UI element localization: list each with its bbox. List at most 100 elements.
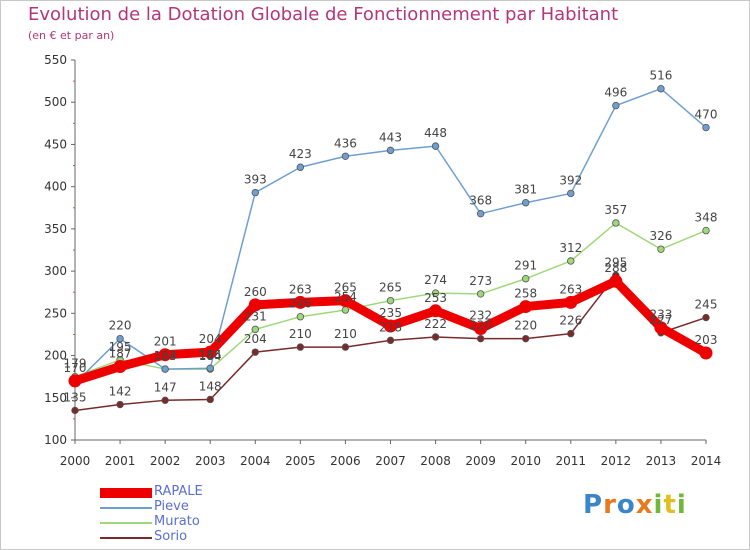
data-point-pieve — [341, 152, 350, 160]
value-label: 443 — [379, 130, 402, 144]
x-tick-label: 2010 — [510, 454, 541, 468]
x-tick-label: 2013 — [646, 454, 677, 468]
value-label: 210 — [289, 327, 312, 341]
data-point-pieve — [567, 189, 575, 198]
data-point-sorio — [71, 406, 79, 415]
data-point-rapale — [158, 348, 172, 362]
value-label: 448 — [424, 126, 447, 140]
value-label: 348 — [695, 211, 718, 225]
value-label: 260 — [244, 285, 267, 299]
value-label: 245 — [695, 298, 718, 312]
data-point-murato — [386, 296, 395, 305]
data-point-murato — [567, 257, 575, 265]
value-label: 254 — [334, 290, 357, 304]
data-point-pieve — [116, 334, 124, 343]
data-point-sorio — [522, 334, 530, 343]
data-point-murato — [612, 219, 620, 227]
data-point-rapale — [68, 374, 82, 388]
logo-letter: o — [616, 490, 636, 520]
logo-letter: x — [635, 490, 654, 520]
data-point-murato — [702, 226, 710, 235]
data-point-rapale — [609, 274, 623, 288]
logo-letter: t — [663, 490, 677, 520]
data-point-rapale — [203, 345, 217, 359]
value-label: 381 — [514, 183, 537, 197]
legend-swatch-pieve — [100, 507, 152, 509]
value-label: 142 — [109, 385, 132, 399]
data-point-sorio — [431, 333, 440, 341]
value-label: 423 — [289, 147, 312, 161]
y-tick-label: 350 — [44, 222, 67, 236]
x-tick-label: 2004 — [240, 454, 271, 468]
x-tick-label: 2008 — [420, 454, 451, 468]
data-point-rapale — [338, 294, 352, 308]
data-point-sorio — [341, 343, 350, 351]
value-label: 265 — [379, 281, 402, 295]
data-point-rapale — [384, 319, 397, 333]
value-label: 218 — [379, 320, 402, 334]
x-tick-label: 2014 — [691, 454, 722, 468]
legend-label-sorio: Sorio — [154, 529, 188, 544]
value-label: 357 — [604, 203, 627, 217]
data-point-pieve — [522, 199, 530, 207]
x-tick-label: 2006 — [330, 454, 361, 468]
value-label: 246 — [289, 297, 312, 311]
data-point-murato — [522, 275, 530, 283]
value-label: 288 — [604, 261, 627, 275]
value-label: 179 — [64, 357, 87, 371]
value-label: 201 — [154, 335, 177, 349]
x-tick-label: 2001 — [105, 454, 136, 468]
value-label: 135 — [64, 390, 87, 404]
data-point-sorio — [476, 334, 485, 343]
value-label: 291 — [514, 259, 537, 273]
data-point-sorio — [296, 343, 305, 351]
value-label: 170 — [64, 361, 87, 375]
value-label: 392 — [559, 173, 582, 187]
value-label: 393 — [244, 173, 267, 187]
data-point-murato — [251, 325, 259, 334]
value-label: 436 — [334, 136, 357, 150]
y-tick-label: 450 — [44, 137, 67, 151]
logo-letter: r — [603, 490, 617, 520]
value-label: 185 — [199, 348, 222, 362]
logo-letter: P — [583, 490, 604, 520]
value-label: 496 — [604, 86, 627, 100]
value-label: 184 — [199, 349, 222, 363]
value-label: 220 — [109, 319, 132, 333]
y-tick-label: 300 — [44, 264, 67, 278]
data-point-murato — [296, 313, 305, 321]
y-tick-label: 550 — [44, 53, 67, 67]
legend-label-pieve: Pieve — [154, 499, 189, 514]
value-label: 368 — [469, 194, 492, 208]
data-point-murato — [341, 306, 350, 314]
x-tick-label: 2009 — [465, 454, 496, 468]
value-label: 204 — [244, 332, 267, 346]
value-label: 233 — [649, 308, 672, 322]
legend-swatch-murato — [100, 522, 152, 524]
x-tick-label: 2007 — [375, 454, 406, 468]
value-label: 231 — [244, 309, 267, 323]
value-label: 232 — [469, 309, 492, 323]
legend-swatch-sorio — [100, 537, 152, 539]
x-tick-label: 2005 — [285, 454, 316, 468]
value-label: 220 — [469, 319, 492, 333]
data-point-sorio — [161, 396, 169, 405]
data-point-pieve — [702, 123, 710, 132]
chart-title: Evolution de la Dotation Globale de Fonc… — [28, 4, 619, 25]
legend-label-rapale: RAPALE — [154, 484, 203, 499]
x-tick-label: 2002 — [150, 454, 181, 468]
data-point-rapale — [248, 298, 262, 312]
value-label: 312 — [559, 241, 582, 255]
value-label: 263 — [559, 282, 582, 296]
value-label: 516 — [649, 69, 672, 83]
data-point-pieve — [612, 101, 620, 110]
value-label: 470 — [695, 108, 718, 122]
value-label: 226 — [559, 314, 582, 328]
data-point-pieve — [251, 188, 259, 197]
data-point-rapale — [474, 322, 488, 336]
data-point-rapale — [654, 321, 668, 335]
proxiti-logo: Proxiti — [583, 490, 687, 520]
data-point-pieve — [476, 209, 485, 218]
logo-letter: i — [653, 490, 664, 520]
